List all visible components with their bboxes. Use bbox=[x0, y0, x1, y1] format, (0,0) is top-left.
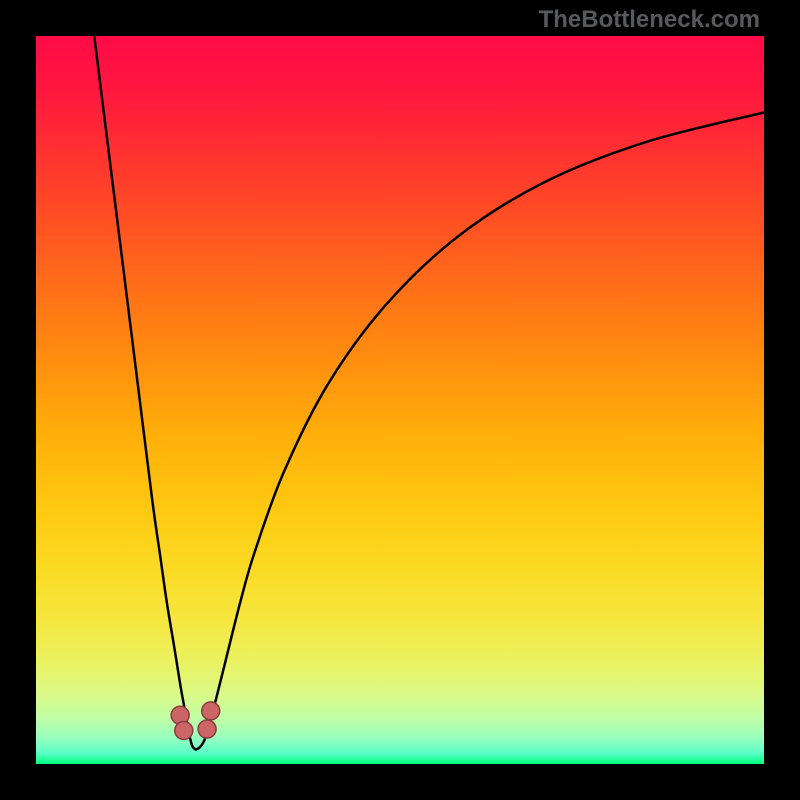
watermark-text: TheBottleneck.com bbox=[539, 6, 760, 34]
bottleneck-curve bbox=[94, 36, 764, 750]
curve-layer bbox=[36, 36, 764, 764]
plot-area bbox=[36, 36, 764, 764]
chart-container: TheBottleneck.com bbox=[0, 0, 800, 800]
curve-marker bbox=[202, 702, 220, 720]
curve-markers bbox=[171, 702, 220, 740]
curve-marker bbox=[198, 720, 216, 738]
curve-marker bbox=[175, 722, 193, 740]
